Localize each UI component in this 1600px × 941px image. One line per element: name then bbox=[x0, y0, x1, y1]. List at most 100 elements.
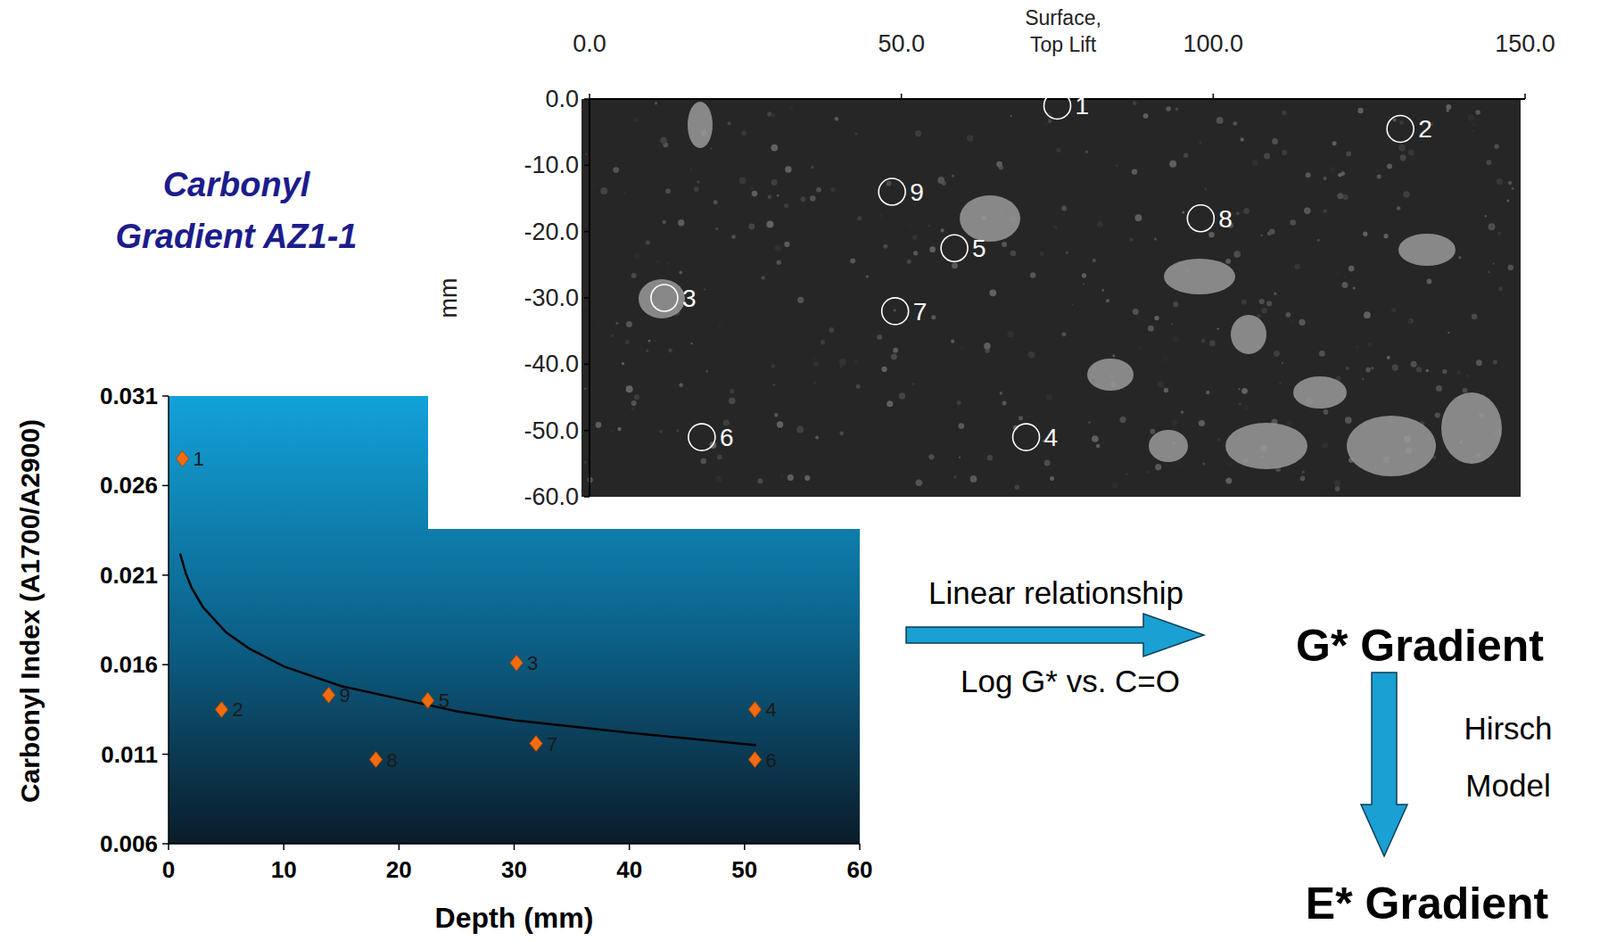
texture bbox=[729, 388, 735, 394]
texture bbox=[1344, 276, 1346, 279]
texture bbox=[751, 190, 759, 198]
aggregate bbox=[1293, 376, 1347, 409]
texture bbox=[1292, 208, 1295, 212]
texture bbox=[1081, 272, 1087, 278]
point bbox=[420, 692, 434, 709]
texture bbox=[1269, 229, 1276, 236]
texture bbox=[677, 219, 685, 226]
texture bbox=[1135, 214, 1143, 222]
arrow-label: Log G* vs. C=O bbox=[960, 663, 1180, 699]
texture bbox=[731, 234, 736, 240]
texture bbox=[766, 221, 774, 229]
texture bbox=[1010, 250, 1017, 257]
texture bbox=[1105, 298, 1110, 303]
texture bbox=[1252, 159, 1260, 167]
texture bbox=[659, 429, 663, 434]
texture bbox=[915, 478, 924, 487]
texture bbox=[1154, 315, 1159, 321]
title-line: Gradient AZ1-1 bbox=[115, 217, 358, 256]
x-axis-title: Top Lift bbox=[1030, 32, 1097, 57]
x-tick-label: 20 bbox=[386, 856, 413, 883]
texture bbox=[1321, 442, 1328, 449]
x-tick-label: 150.0 bbox=[1494, 30, 1556, 58]
texture bbox=[701, 458, 707, 464]
texture bbox=[1348, 265, 1355, 273]
texture bbox=[770, 113, 776, 118]
arrow-label: Model bbox=[1465, 767, 1551, 803]
texture bbox=[1445, 104, 1452, 110]
texture bbox=[1216, 327, 1219, 330]
texture bbox=[1018, 416, 1023, 421]
x-tick bbox=[167, 843, 170, 850]
texture bbox=[659, 137, 668, 145]
texture bbox=[1273, 292, 1277, 296]
texture bbox=[1261, 307, 1268, 314]
texture bbox=[1065, 250, 1069, 254]
texture bbox=[1365, 367, 1371, 373]
texture bbox=[1476, 359, 1483, 366]
texture bbox=[1290, 319, 1295, 324]
texture bbox=[1028, 351, 1036, 359]
texture bbox=[1112, 354, 1115, 357]
texture bbox=[915, 130, 922, 137]
texture bbox=[816, 187, 822, 193]
texture bbox=[1446, 108, 1450, 112]
texture bbox=[648, 339, 652, 343]
texture bbox=[1232, 121, 1238, 126]
x-tick bbox=[1212, 93, 1215, 99]
point bbox=[214, 701, 228, 718]
texture bbox=[1377, 174, 1382, 180]
arrow bbox=[1360, 672, 1408, 857]
x-tick-label: 40 bbox=[616, 856, 643, 883]
texture bbox=[1071, 303, 1073, 306]
texture bbox=[1146, 470, 1150, 474]
texture bbox=[1458, 255, 1462, 260]
texture bbox=[645, 239, 651, 245]
texture bbox=[713, 199, 718, 205]
texture bbox=[1281, 110, 1287, 116]
texture bbox=[1061, 331, 1066, 337]
texture bbox=[727, 121, 732, 125]
texture bbox=[1171, 323, 1173, 326]
texture bbox=[600, 187, 608, 195]
x-tick bbox=[628, 843, 631, 850]
texture bbox=[1447, 331, 1450, 334]
point bbox=[175, 450, 189, 467]
x-tick-label: 60 bbox=[847, 856, 874, 883]
texture bbox=[1030, 272, 1036, 278]
texture bbox=[1216, 116, 1224, 124]
texture bbox=[828, 327, 834, 333]
sample-point bbox=[688, 423, 716, 451]
texture bbox=[1407, 319, 1412, 324]
x-axis bbox=[589, 98, 1526, 100]
texture bbox=[665, 188, 671, 194]
texture bbox=[1010, 140, 1014, 143]
aggregate bbox=[959, 195, 1021, 242]
texture bbox=[956, 400, 961, 405]
texture bbox=[741, 130, 747, 136]
texture bbox=[1082, 282, 1085, 285]
texture bbox=[1198, 140, 1202, 144]
texture bbox=[1391, 307, 1397, 314]
texture bbox=[693, 186, 700, 192]
texture bbox=[815, 436, 819, 440]
texture bbox=[1010, 115, 1013, 117]
texture bbox=[1472, 130, 1475, 132]
texture bbox=[666, 262, 670, 266]
texture bbox=[585, 153, 587, 156]
y-tick bbox=[584, 429, 590, 432]
texture bbox=[1202, 461, 1205, 465]
texture bbox=[1492, 263, 1495, 265]
texture bbox=[839, 358, 847, 366]
texture bbox=[1147, 325, 1155, 332]
texture bbox=[1044, 122, 1049, 127]
texture bbox=[983, 342, 991, 350]
texture bbox=[1096, 444, 1100, 448]
texture bbox=[1357, 107, 1363, 114]
y-tick bbox=[162, 395, 169, 397]
texture bbox=[839, 430, 844, 436]
texture bbox=[770, 144, 778, 152]
texture bbox=[696, 180, 700, 183]
y-tick-label: 0.031 bbox=[99, 382, 158, 410]
point-label: 9 bbox=[339, 684, 351, 707]
